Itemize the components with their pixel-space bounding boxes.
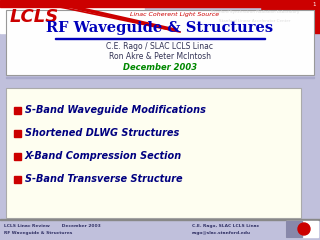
Text: X-Band Compression Section: X-Band Compression Section: [25, 151, 182, 161]
Bar: [260, 0, 320, 33]
Text: LCLS: LCLS: [10, 7, 59, 25]
Bar: [6, 77, 314, 78]
Bar: [14, 152, 21, 160]
Bar: [14, 130, 21, 137]
Bar: [55, 38, 265, 39]
Bar: [14, 175, 21, 182]
Text: S-Band Waveguide Modifications: S-Band Waveguide Modifications: [25, 105, 206, 115]
Text: 1: 1: [312, 1, 316, 6]
Text: RF Waveguide & Structures: RF Waveguide & Structures: [46, 21, 274, 35]
Text: C.E. Rago, SLAC LCLS Linac: C.E. Rago, SLAC LCLS Linac: [192, 224, 259, 228]
Text: S-Band Transverse Structure: S-Band Transverse Structure: [25, 174, 183, 184]
Bar: [14, 107, 21, 114]
Bar: [0, 0, 320, 7]
Text: RF Waveguide & Structures: RF Waveguide & Structures: [4, 231, 72, 235]
Text: Stanford Synchrotron Radiation Laboratory: Stanford Synchrotron Radiation Laborator…: [211, 10, 299, 13]
Circle shape: [298, 223, 310, 235]
Text: C.E. Rago / SLAC LCLS Linac: C.E. Rago / SLAC LCLS Linac: [107, 42, 213, 51]
Text: Stanford Linear Accelerator Center: Stanford Linear Accelerator Center: [219, 19, 291, 24]
Bar: [286, 221, 302, 237]
Bar: [145, 0, 260, 33]
Text: Shortened DLWG Structures: Shortened DLWG Structures: [25, 128, 179, 138]
Text: LCLS Linac Review        December 2003: LCLS Linac Review December 2003: [4, 224, 100, 228]
Bar: [286, 221, 318, 237]
Text: Ron Akre & Peter McIntosh: Ron Akre & Peter McIntosh: [109, 52, 211, 61]
FancyBboxPatch shape: [6, 88, 301, 218]
Text: Linac Coherent Light Source: Linac Coherent Light Source: [131, 12, 220, 17]
Bar: [0, 219, 320, 220]
Bar: [0, 0, 145, 33]
Text: rago@slac.stanford.edu: rago@slac.stanford.edu: [192, 231, 251, 235]
Text: December 2003: December 2003: [123, 63, 197, 72]
FancyBboxPatch shape: [6, 10, 314, 75]
